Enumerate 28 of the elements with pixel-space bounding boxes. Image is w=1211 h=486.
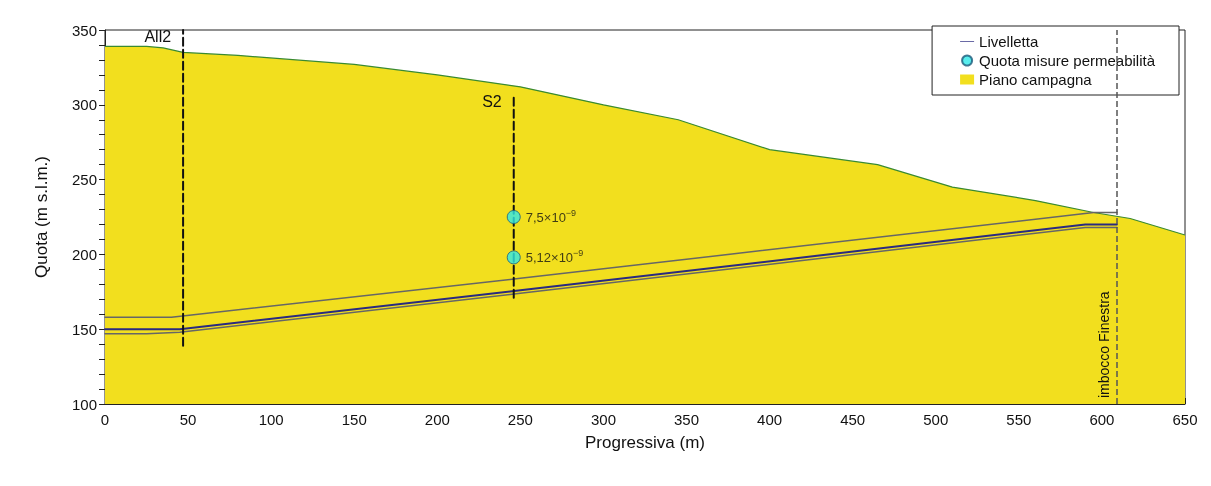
x-axis-title: Progressiva (m) xyxy=(585,433,705,452)
x-tick-label: 400 xyxy=(757,411,783,428)
y-tick-label: 300 xyxy=(71,96,97,114)
x-tick-label: 600 xyxy=(1089,411,1115,428)
x-tick-label: 350 xyxy=(674,411,700,428)
x-tick-label: 650 xyxy=(1172,411,1198,428)
y-tick-label: 200 xyxy=(71,245,97,263)
annotation: S2 xyxy=(482,93,502,111)
y-tick-label: 250 xyxy=(71,171,97,189)
y-tick-label: 150 xyxy=(71,320,97,338)
x-tick-label: 150 xyxy=(341,411,367,428)
y-tick-label: 350 xyxy=(71,21,97,39)
y-tick-label: 100 xyxy=(71,395,97,413)
x-tick-label: 0 xyxy=(100,411,110,428)
annotation: All2 xyxy=(144,27,172,45)
x-tick-label: 50 xyxy=(179,411,197,428)
x-tick-label: 100 xyxy=(258,411,284,428)
legend-label: Livelletta xyxy=(979,33,1039,50)
x-tick-label: 550 xyxy=(1006,411,1032,428)
x-tick-label: 450 xyxy=(840,411,866,428)
x-tick-label: 200 xyxy=(424,411,450,428)
ref-line-label: imbocco Finestra xyxy=(1095,291,1112,398)
y-axis-title: Quota (m s.l.m.) xyxy=(32,156,51,278)
x-tick-label: 300 xyxy=(590,411,616,428)
legend-label: Quota misure permeabilità xyxy=(979,52,1156,69)
x-tick-label: 500 xyxy=(923,411,949,428)
legend-label: Piano campagna xyxy=(979,71,1093,88)
x-tick-label: 250 xyxy=(507,411,533,428)
